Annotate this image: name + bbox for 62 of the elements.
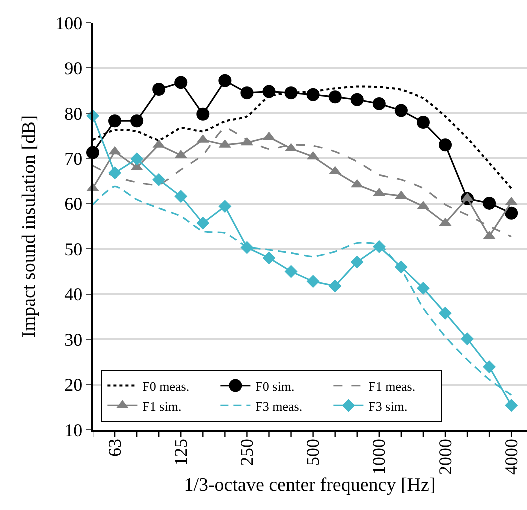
point	[416, 116, 430, 129]
point	[174, 76, 188, 90]
point	[350, 256, 364, 269]
point	[130, 152, 144, 166]
y-tick-label: 70	[64, 148, 83, 169]
point	[350, 93, 364, 106]
point	[240, 86, 254, 100]
point	[262, 252, 276, 265]
legend-label: F0 sim.	[256, 378, 295, 394]
y-tick-label: 30	[64, 330, 83, 350]
y-tick-label: 10	[64, 420, 83, 440]
x-tick-label: 63	[104, 438, 125, 457]
legend-label: F1 meas.	[368, 378, 416, 394]
point	[372, 97, 386, 110]
point	[483, 360, 496, 374]
x-tick-label: 2000	[435, 438, 456, 475]
y-axis-title: Impact sound insulation [dB]	[19, 115, 40, 338]
point	[196, 216, 210, 230]
x-tick-label: 125	[170, 438, 191, 466]
point	[130, 114, 144, 128]
point	[416, 282, 430, 295]
point	[461, 332, 474, 346]
point	[284, 265, 298, 278]
point	[372, 240, 386, 254]
point	[328, 280, 342, 293]
legend-label: F3 sim.	[368, 398, 408, 414]
point	[483, 196, 496, 210]
point	[394, 104, 408, 118]
point	[152, 173, 166, 186]
point	[284, 86, 298, 100]
y-tick-label: 40	[64, 284, 83, 305]
point	[438, 306, 452, 320]
point	[174, 190, 188, 204]
y-tick-label: 60	[64, 194, 83, 214]
x-tick-label: 1000	[369, 438, 390, 475]
point	[505, 206, 518, 220]
legend-label: F1 sim.	[142, 398, 182, 414]
point	[328, 90, 342, 104]
point	[306, 88, 320, 102]
x-tick-label: 4000	[501, 438, 522, 475]
point	[394, 260, 408, 274]
point	[108, 114, 122, 128]
point	[218, 200, 232, 214]
point	[108, 166, 122, 180]
point	[196, 108, 210, 121]
point	[152, 82, 166, 96]
legend-label: F3 meas.	[256, 398, 303, 414]
point	[240, 241, 254, 254]
point	[438, 138, 452, 152]
y-tick-label: 90	[64, 58, 83, 79]
legend-label: F0 meas.	[142, 378, 190, 394]
x-axis-title: 1/3-octave center frequency [Hz]	[184, 474, 436, 496]
y-tick-label: 50	[64, 239, 83, 260]
point	[306, 275, 320, 288]
y-tick-label: 20	[64, 375, 83, 396]
y-tick-label: 80	[64, 104, 83, 124]
point	[218, 74, 232, 88]
point	[262, 85, 276, 98]
y-tick-label: 100	[56, 13, 83, 34]
x-tick-label: 500	[303, 438, 324, 466]
x-tick-label: 250	[237, 438, 258, 466]
point	[505, 399, 518, 412]
